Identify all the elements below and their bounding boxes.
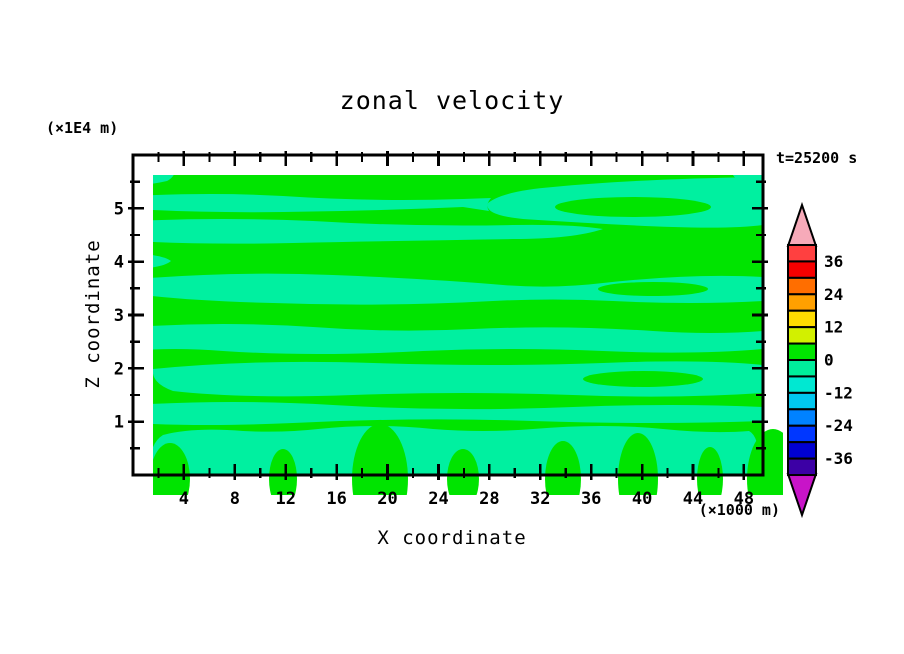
- x-axis-unit-label: (×1000 m): [698, 501, 780, 519]
- colorbar-label: -12: [824, 383, 853, 402]
- contour-level-negative: [153, 175, 763, 475]
- x-tick-label: 16: [326, 489, 346, 509]
- colorbar-segment: [787, 342, 817, 362]
- colorbar-labels: 36 24 12 0 -12 -24 -36: [824, 252, 853, 468]
- z-tick-label: 3: [114, 306, 124, 326]
- colorbar-segment: [787, 244, 817, 263]
- x-tick-label: 24: [428, 489, 448, 509]
- colorbar-label: 36: [824, 252, 843, 271]
- x-tick-label: 36: [581, 489, 601, 509]
- x-axis-title: X coordinate: [377, 527, 527, 549]
- colorbar-segment: [787, 375, 817, 394]
- colorbar-segment: [787, 408, 817, 427]
- colorbar-segment: [787, 359, 817, 378]
- x-tick-labels: 4 8 12 16 20 24 28 32 36 40 44 48: [179, 489, 754, 509]
- colorbar-label: 0: [824, 351, 834, 370]
- colorbar-over-arrow: [786, 201, 818, 247]
- colorbar: 36 24 12 0 -12 -24 -36: [786, 201, 853, 519]
- x-tick-label: 32: [530, 489, 550, 509]
- x-tick-label: 12: [275, 489, 295, 509]
- x-tick-label: 20: [377, 489, 397, 509]
- colorbar-segment: [787, 457, 817, 477]
- x-tick-label: 48: [734, 489, 754, 509]
- x-tick-label: 44: [683, 489, 703, 509]
- colorbar-segment: [787, 260, 817, 279]
- colorbar-segment: [787, 391, 817, 411]
- colorbar-segment: [787, 424, 817, 444]
- axis-ticks: [128, 151, 768, 480]
- timestamp-label: t=25200 s: [776, 149, 858, 167]
- colorbar-segments: [787, 244, 817, 477]
- colorbar-label: -36: [824, 449, 853, 468]
- chart-title: zonal velocity: [339, 86, 565, 115]
- contour-field: [153, 175, 783, 495]
- colorbar-segment: [787, 441, 817, 460]
- colorbar-segment: [787, 326, 817, 345]
- colorbar-segment: [787, 293, 817, 312]
- x-tick-label: 40: [632, 489, 652, 509]
- colorbar-segment: [787, 276, 817, 296]
- z-axis-unit-label: (×1E4 m): [46, 119, 119, 137]
- colorbar-label: 24: [824, 285, 843, 304]
- z-tick-label: 5: [114, 199, 124, 219]
- colorbar-label: -24: [824, 416, 853, 435]
- z-tick-labels: 1 2 3 4 5: [114, 199, 124, 432]
- contour-level-positive-insets: [153, 197, 783, 495]
- z-axis-title: Z coordinate: [82, 239, 104, 389]
- colorbar-under-arrow: [786, 473, 818, 519]
- colorbar-segment: [787, 309, 817, 329]
- x-tick-label: 28: [479, 489, 499, 509]
- z-tick-label: 1: [114, 413, 124, 433]
- z-tick-label: 4: [114, 253, 124, 273]
- colorbar-label: 12: [824, 318, 843, 337]
- x-tick-label: 8: [230, 489, 240, 509]
- x-tick-label: 4: [179, 489, 189, 509]
- z-tick-label: 2: [114, 359, 124, 379]
